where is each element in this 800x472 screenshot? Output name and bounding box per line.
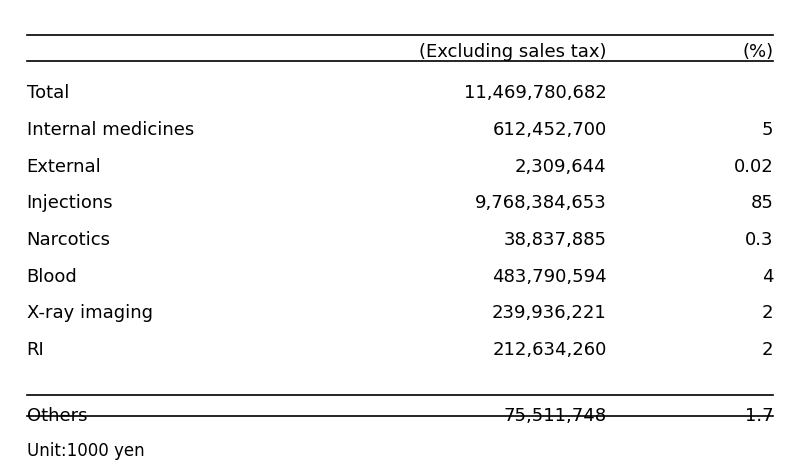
Text: External: External (26, 158, 102, 176)
Text: Blood: Blood (26, 268, 78, 286)
Text: 9,768,384,653: 9,768,384,653 (475, 194, 606, 212)
Text: 1.7: 1.7 (745, 406, 774, 425)
Text: Unit:1000 yen: Unit:1000 yen (26, 442, 144, 460)
Text: 38,837,885: 38,837,885 (503, 231, 606, 249)
Text: 5: 5 (762, 121, 774, 139)
Text: 11,469,780,682: 11,469,780,682 (464, 84, 606, 102)
Text: RI: RI (26, 341, 44, 359)
Text: Internal medicines: Internal medicines (26, 121, 194, 139)
Text: 0.02: 0.02 (734, 158, 774, 176)
Text: 75,511,748: 75,511,748 (503, 406, 606, 425)
Text: Narcotics: Narcotics (26, 231, 110, 249)
Text: 85: 85 (750, 194, 774, 212)
Text: (Excluding sales tax): (Excluding sales tax) (419, 43, 606, 61)
Text: 2: 2 (762, 341, 774, 359)
Text: Injections: Injections (26, 194, 114, 212)
Text: 0.3: 0.3 (745, 231, 774, 249)
Text: 2,309,644: 2,309,644 (515, 158, 606, 176)
Text: Others: Others (26, 406, 87, 425)
Text: 483,790,594: 483,790,594 (492, 268, 606, 286)
Text: Total: Total (26, 84, 69, 102)
Text: 239,936,221: 239,936,221 (492, 304, 606, 322)
Text: 4: 4 (762, 268, 774, 286)
Text: X-ray imaging: X-ray imaging (26, 304, 153, 322)
Text: 2: 2 (762, 304, 774, 322)
Text: 612,452,700: 612,452,700 (492, 121, 606, 139)
Text: (%): (%) (742, 43, 774, 61)
Text: 212,634,260: 212,634,260 (492, 341, 606, 359)
